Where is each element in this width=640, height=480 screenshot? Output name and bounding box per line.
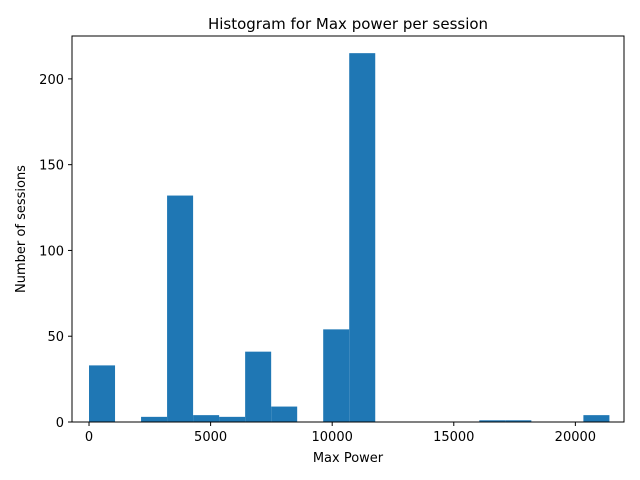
histogram-bar xyxy=(193,415,220,422)
chart-title: Histogram for Max power per session xyxy=(208,15,488,33)
x-axis-ticks: 0 5000 10000 15000 20000 xyxy=(85,422,596,445)
x-tick-label: 20000 xyxy=(555,430,596,445)
histogram-bar xyxy=(583,415,610,422)
y-tick-label: 200 xyxy=(39,73,64,88)
histogram-bar xyxy=(219,416,246,422)
bars-group xyxy=(89,53,610,422)
histogram-bar xyxy=(323,329,350,422)
histogram-bar xyxy=(245,351,272,422)
histogram-bar xyxy=(349,53,376,422)
x-tick-label: 0 xyxy=(85,430,93,445)
histogram-bar xyxy=(167,195,194,422)
histogram-bar xyxy=(505,420,532,422)
y-axis-label: Number of sessions xyxy=(14,165,29,293)
x-tick-label: 10000 xyxy=(312,430,353,445)
histogram-bar xyxy=(89,365,116,422)
plot-area-frame xyxy=(71,35,625,423)
y-tick-label: 0 xyxy=(56,416,64,431)
histogram-bar xyxy=(141,416,168,422)
x-tick-label: 15000 xyxy=(433,430,474,445)
y-axis-ticks: 0 50 100 150 200 xyxy=(39,73,72,431)
histogram-bar xyxy=(271,406,298,422)
histogram-bar xyxy=(479,420,506,422)
y-tick-label: 50 xyxy=(47,330,64,345)
x-axis-label: Max Power xyxy=(313,451,384,466)
y-tick-label: 100 xyxy=(39,244,64,259)
x-tick-label: 5000 xyxy=(194,430,227,445)
y-tick-label: 150 xyxy=(39,159,64,174)
